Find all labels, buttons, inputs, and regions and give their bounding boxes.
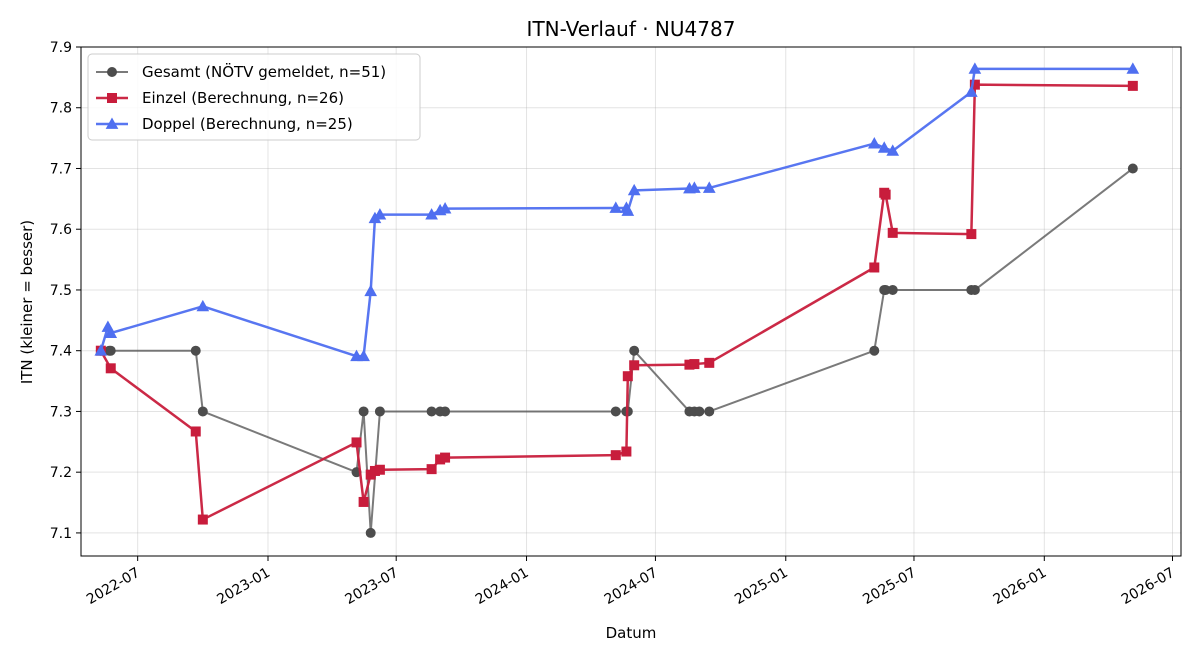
data-point-doppel xyxy=(621,204,635,216)
legend-label-doppel: Doppel (Berechnung, n=25) xyxy=(142,115,353,133)
data-point-einzel xyxy=(629,360,640,371)
data-point-einzel xyxy=(190,426,201,437)
data-point-doppel xyxy=(627,183,641,196)
data-point-gesamt xyxy=(440,406,451,417)
data-point-einzel xyxy=(351,437,362,448)
y-tick-label: 7.5 xyxy=(50,283,72,299)
plot-area-frame xyxy=(80,46,1182,557)
data-point-doppel xyxy=(886,144,900,156)
data-point-gesamt xyxy=(374,406,385,417)
data-point-gesamt xyxy=(365,527,376,538)
y-tick-label: 7.6 xyxy=(50,222,72,238)
data-point-doppel xyxy=(964,85,978,97)
data-point-einzel xyxy=(1127,80,1138,91)
data-point-einzel xyxy=(704,357,715,368)
data-point-doppel xyxy=(364,284,378,297)
data-point-doppel xyxy=(702,181,716,193)
data-point-gesamt xyxy=(869,345,880,356)
legend-marker-einzel xyxy=(107,93,117,103)
data-point-gesamt xyxy=(610,406,621,417)
y-tick-label: 7.1 xyxy=(50,526,72,542)
data-point-doppel xyxy=(438,202,452,214)
series-layer xyxy=(94,62,1140,538)
x-axis-title: Datum xyxy=(606,624,657,642)
data-point-doppel xyxy=(357,349,370,362)
chart-title: ITN-Verlauf · NU4787 xyxy=(527,17,736,41)
data-point-einzel xyxy=(374,464,385,475)
y-tick-label: 7.9 xyxy=(50,40,72,56)
legend-marker-gesamt xyxy=(107,67,117,77)
data-point-gesamt xyxy=(197,406,208,417)
legend-label-gesamt: Gesamt (NÖTV gemeldet, n=51) xyxy=(142,62,386,81)
legend-box xyxy=(87,53,421,141)
data-point-gesamt xyxy=(358,406,369,417)
y-tick-label: 7.4 xyxy=(50,344,72,360)
data-point-einzel xyxy=(966,229,977,240)
data-point-doppel xyxy=(867,137,881,149)
data-point-gesamt xyxy=(1127,163,1138,174)
y-axis: 7.1 7.2 7.3 7.4 7.5 7.6 7.7 7.8 7.9 xyxy=(50,40,81,542)
y-tick-label: 7.3 xyxy=(50,404,72,420)
series-einzel xyxy=(95,79,1138,525)
data-point-doppel xyxy=(1126,62,1140,74)
y-tick-label: 7.8 xyxy=(50,101,72,117)
data-point-einzel xyxy=(869,262,880,273)
data-point-einzel xyxy=(358,496,369,507)
legend: Gesamt (NÖTV gemeldet, n=51) Einzel (Bere… xyxy=(87,53,421,141)
legend-marker-doppel xyxy=(105,117,119,129)
data-point-doppel xyxy=(104,326,118,338)
data-point-doppel xyxy=(373,208,387,220)
y-tick-label: 7.7 xyxy=(50,161,72,177)
data-point-einzel xyxy=(621,446,632,457)
data-point-einzel xyxy=(622,371,633,382)
data-point-doppel xyxy=(94,344,108,356)
data-point-einzel xyxy=(880,189,891,200)
data-point-doppel xyxy=(968,62,982,74)
data-point-gesamt xyxy=(694,406,705,417)
data-point-einzel xyxy=(426,464,437,475)
data-point-doppel xyxy=(609,201,623,213)
data-point-gesamt xyxy=(704,406,715,417)
y-tick-label: 7.2 xyxy=(50,465,72,481)
data-point-gesamt xyxy=(426,406,437,417)
legend-label-einzel: Einzel (Berechnung, n=26) xyxy=(142,89,344,107)
data-point-einzel xyxy=(887,227,898,238)
data-point-einzel xyxy=(610,450,621,461)
data-point-einzel xyxy=(689,359,700,370)
data-point-gesamt xyxy=(190,345,201,356)
series-doppel xyxy=(94,62,1140,362)
data-point-einzel xyxy=(969,79,980,90)
data-point-gesamt xyxy=(105,345,116,356)
data-point-doppel xyxy=(688,181,701,193)
data-point-gesamt xyxy=(629,345,640,356)
data-point-gesamt xyxy=(887,284,898,295)
data-point-gesamt xyxy=(969,284,980,295)
data-point-doppel xyxy=(877,141,891,153)
data-point-einzel xyxy=(105,363,116,374)
data-point-einzel xyxy=(197,514,208,525)
data-point-einzel xyxy=(440,452,451,463)
y-axis-title: ITN (kleiner = besser) xyxy=(18,220,36,384)
data-point-doppel xyxy=(196,299,210,312)
data-point-doppel xyxy=(425,208,438,220)
